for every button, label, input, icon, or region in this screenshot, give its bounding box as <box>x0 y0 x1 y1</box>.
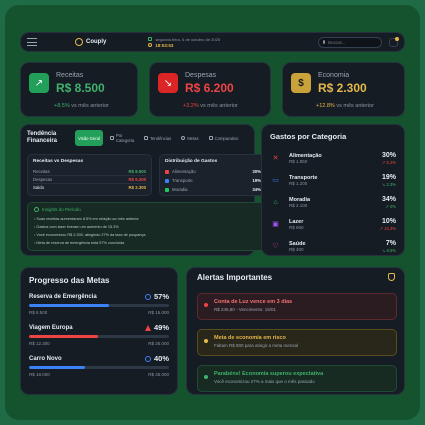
alerts-title: Alertas Importantes <box>197 272 273 282</box>
expense-distribution-panel: Distribuição de Gastos Alimentação 30% Tr… <box>159 154 267 196</box>
goal-item[interactable]: Reserva de Emergência 57% R$ 8.500 R$ 15.0… <box>29 292 169 315</box>
trend-card: Tendência Financeira Visão Geral Por Cat… <box>20 124 267 256</box>
goal-item[interactable]: Viagem Europa 49% R$ 12.300 R$ 25.000 <box>29 323 169 346</box>
category-row[interactable]: ✕ Alimentação R$ 1.850 30% ↗ 5.2% <box>270 147 396 169</box>
goal-item[interactable]: Carro Novo 40% R$ 18.000 R$ 45.000 <box>29 354 169 377</box>
insights-panel: Insights do Período Suas receitas aument… <box>27 202 267 251</box>
current-time: 18:53:53 <box>155 42 174 48</box>
alert-dot-icon <box>204 303 208 307</box>
alert-dot-icon <box>204 375 208 379</box>
trend-up-icon: ↗ <box>29 73 49 93</box>
notification-bell-icon[interactable] <box>389 36 399 47</box>
heart-icon: ♡ <box>272 243 279 250</box>
search-input[interactable] <box>328 39 378 45</box>
logo-icon <box>75 38 83 46</box>
insight-item: Você economizou R$ 2.300, atingindo 27% … <box>34 231 260 239</box>
category-expenses-title: Gastos por Categoria <box>270 132 347 141</box>
goal-progress-bar <box>29 366 169 369</box>
stat-suffix: vs mês anterior <box>200 103 238 109</box>
compare-icon <box>208 136 213 140</box>
category-row[interactable]: ▭ Transporte R$ 1.200 19% ↘ 2.3% <box>270 169 396 191</box>
insight-icon <box>34 207 39 212</box>
menu-icon[interactable] <box>27 38 37 46</box>
dist-row: Moradia 34% <box>165 185 261 194</box>
insight-item: Gastos com lazer tiveram um aumento de 1… <box>34 223 260 231</box>
alert-item-savings-risk[interactable]: Meta de economia em risco Faltam R$ 800 … <box>197 329 397 356</box>
pie-icon <box>110 136 114 140</box>
dist-row: Transporte 19% <box>165 176 261 185</box>
stat-card-receitas: ↗ Receitas R$ 8.500 +8.5% vs mês anterio… <box>20 62 138 117</box>
search-icon <box>323 40 325 44</box>
stat-change: +8.5% <box>54 103 70 109</box>
trend-down-icon: ↘ <box>158 73 178 93</box>
clock-icon <box>148 43 153 47</box>
panel-row: Receitas R$ 8.500 <box>33 168 146 174</box>
trend-title: Tendência Financeira <box>27 131 58 144</box>
panel-row: Saldo R$ 2.300 <box>33 183 146 190</box>
stat-label: Despesas <box>185 72 217 79</box>
panel-row: Despesas R$ 6.200 <box>33 175 146 182</box>
goal-progress-bar <box>29 335 169 338</box>
home-icon: ⌂ <box>273 198 278 206</box>
insights-title: Insights do Período <box>42 207 81 212</box>
stat-suffix: vs mês anterior <box>71 103 109 109</box>
alert-item-bill[interactable]: Conta de Luz vence em 3 dias R$ 245,80 -… <box>197 293 397 320</box>
calendar-icon <box>148 37 153 41</box>
alert-item-congrats[interactable]: Parabéns! Economia superou expectativa V… <box>197 365 397 392</box>
goals-progress-card: Progresso das Metas Reserva de Emergênci… <box>20 267 178 395</box>
category-row[interactable]: ▣ Lazer R$ 650 10% ↗ 15.3% <box>270 213 396 235</box>
brand-logo[interactable]: Couply <box>75 38 106 46</box>
search-box[interactable] <box>318 36 382 48</box>
stat-value: R$ 6.200 <box>185 81 234 95</box>
stat-change: +3.2% <box>183 103 199 109</box>
gamepad-icon: ▣ <box>272 221 279 228</box>
stat-label: Receitas <box>56 72 84 79</box>
revenue-vs-expense-panel: Receitas vs Despesas Receitas R$ 8.500 De… <box>27 154 152 196</box>
current-date: segunda-feira, 6 de outubro de 2025 <box>155 36 221 42</box>
category-expenses-card: Gastos por Categoria ✕ Alimentação R$ 1.8… <box>261 124 405 256</box>
tab-comparativo[interactable]: Comparativo <box>206 134 242 143</box>
brand-name: Couply <box>86 39 107 45</box>
date-time: segunda-feira, 6 de outubro de 2025 18:5… <box>148 37 220 48</box>
tab-por-categoria[interactable]: Por Categoria <box>107 131 137 145</box>
top-header: Couply segunda-feira, 6 de outubro de 20… <box>20 32 405 52</box>
goal-progress-bar <box>29 304 169 307</box>
panel-title: Receitas vs Despesas <box>33 159 84 164</box>
utensils-icon: ✕ <box>272 155 279 162</box>
stat-card-despesas: ↘ Despesas R$ 6.200 +3.2% vs mês anterio… <box>149 62 271 117</box>
tab-visao-geral[interactable]: Visão Geral <box>75 130 103 146</box>
panel-title: Distribuição de Gastos <box>165 159 218 164</box>
dollar-icon: $ <box>291 73 311 93</box>
clock-icon <box>144 293 151 300</box>
stat-value: R$ 8.500 <box>56 81 105 95</box>
category-row[interactable]: ♡ Saúde R$ 400 7% ↘ 8.5% <box>270 235 396 257</box>
warning-icon <box>144 324 151 331</box>
shield-icon <box>388 273 395 281</box>
stat-change: +12.8% <box>316 103 335 109</box>
insight-item: Meta de reserva de emergência está 57% c… <box>34 239 260 247</box>
stat-label: Economia <box>318 72 350 79</box>
goals-title: Progresso das Metas <box>29 276 110 285</box>
tab-tendencias[interactable]: Tendências <box>141 134 174 143</box>
category-row[interactable]: ⌂ Moradia R$ 2.100 34% ↗ 0% <box>270 191 396 213</box>
alert-dot-icon <box>204 339 208 343</box>
clock-icon <box>144 355 151 362</box>
important-alerts-card: Alertas Importantes Conta de Luz vence e… <box>186 267 405 395</box>
trend-tabs: Visão Geral Por Categoria Tendências Met… <box>75 130 241 146</box>
stat-suffix: vs mês anterior <box>336 103 374 109</box>
car-icon: ▭ <box>272 177 279 184</box>
chart-icon <box>144 136 148 140</box>
target-icon <box>181 136 186 140</box>
tab-metas[interactable]: Metas <box>178 134 201 143</box>
stat-card-economia: $ Economia R$ 2.300 +12.8% vs mês anteri… <box>282 62 405 117</box>
stat-value: R$ 2.300 <box>318 81 367 95</box>
insight-item: Suas receitas aumentaram 8.5% em relação… <box>34 215 260 223</box>
dist-row: Alimentação 30% <box>165 167 261 176</box>
